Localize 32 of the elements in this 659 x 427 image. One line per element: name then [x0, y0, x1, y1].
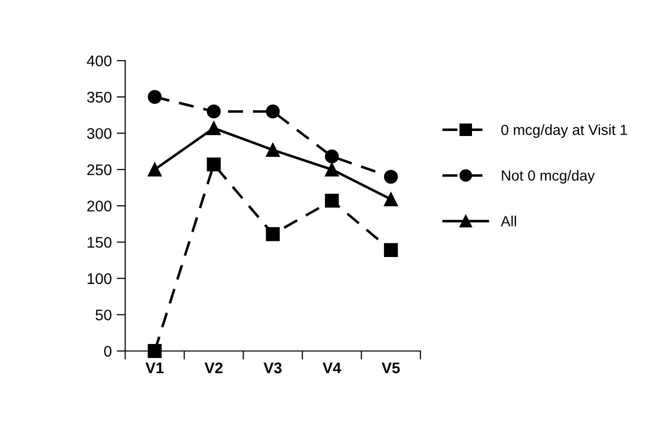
x-tick-label: V4	[322, 362, 342, 374]
y-tick-label: 0	[104, 346, 112, 357]
point	[148, 344, 162, 358]
y-tick-label: 50	[96, 310, 112, 320]
y-tick-label: 300	[87, 128, 112, 139]
point	[324, 194, 339, 208]
y-tick-label: 150	[88, 236, 112, 248]
legend-label: Not 0 mcg/day	[502, 170, 595, 184]
point	[266, 227, 280, 242]
y-tick-label: 350	[87, 92, 112, 103]
legend-label: All	[500, 216, 516, 226]
point	[384, 243, 398, 258]
x-tick-label: V1	[145, 362, 164, 374]
y-tick-label: 200	[87, 200, 112, 212]
x-tick-label: V2	[204, 362, 223, 374]
point	[384, 170, 398, 184]
point	[206, 157, 221, 172]
point	[148, 90, 162, 104]
y-tick-label: 100	[88, 273, 112, 284]
y-tick-label: 400	[86, 56, 112, 66]
point	[266, 142, 280, 157]
point	[148, 162, 162, 176]
legend-label: 0 mcg/day at Visit 1	[501, 124, 628, 138]
point	[206, 104, 221, 118]
x-tick-label: V5	[382, 362, 400, 374]
x-tick-label: V3	[264, 362, 282, 374]
y-tick-label: 250	[87, 164, 112, 176]
point	[266, 104, 280, 118]
point	[206, 121, 221, 136]
point	[384, 192, 398, 206]
point	[324, 162, 339, 176]
point	[324, 150, 339, 164]
